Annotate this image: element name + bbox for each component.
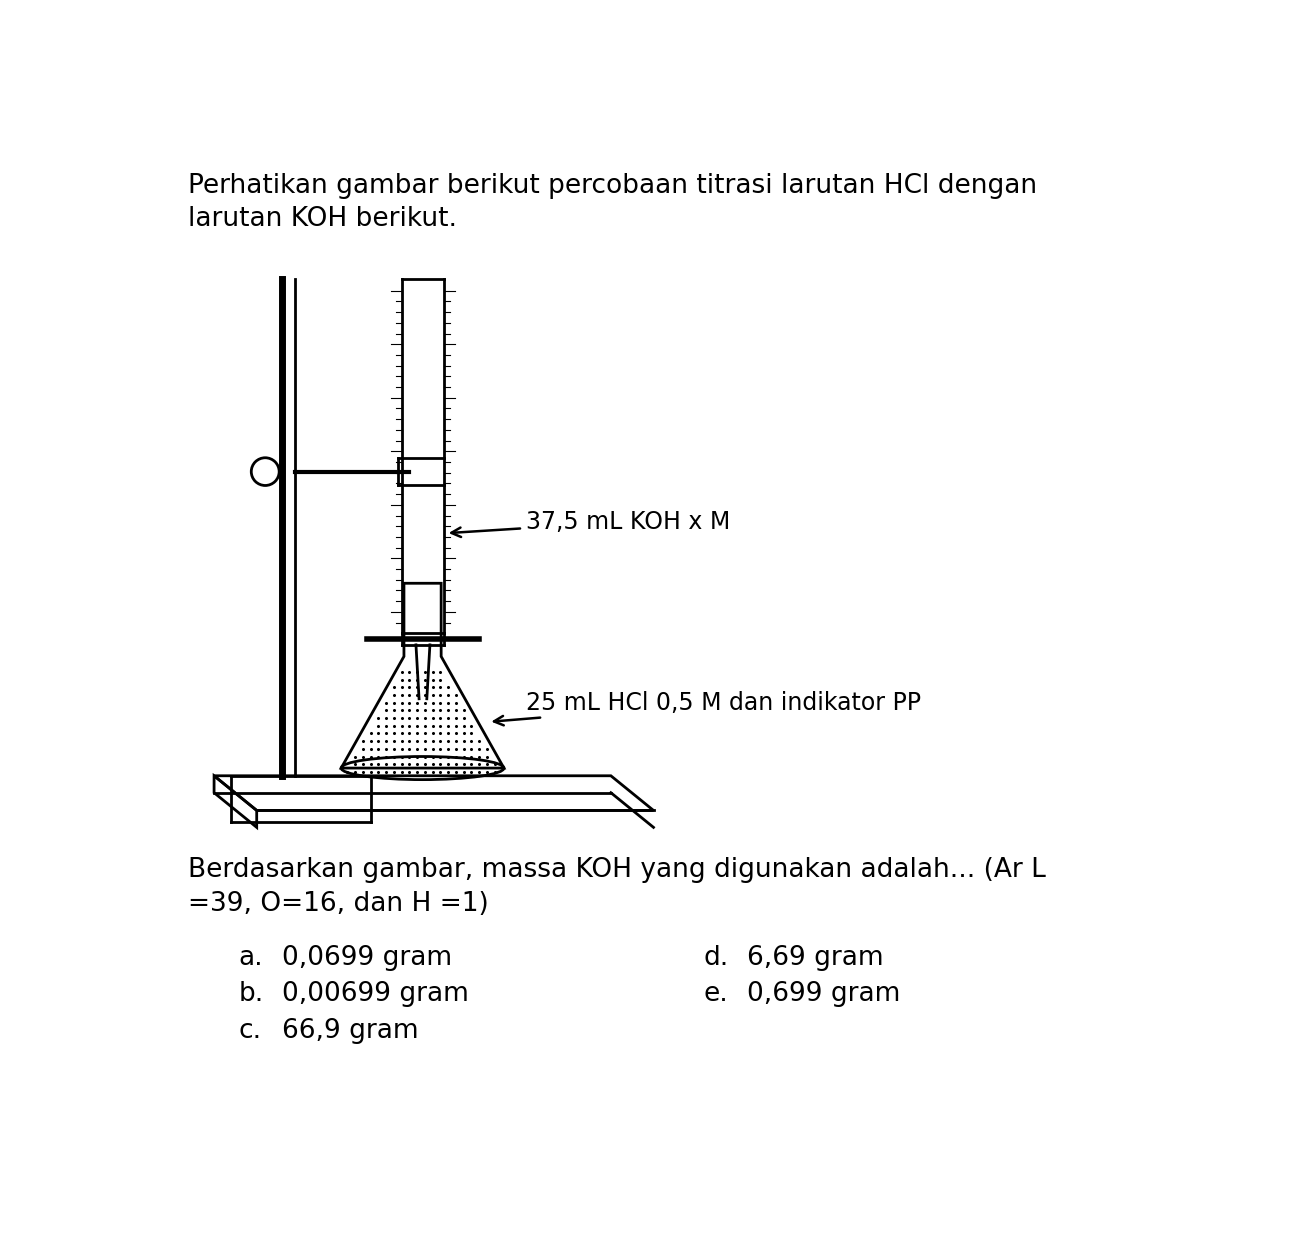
Text: larutan KOH berikut.: larutan KOH berikut. <box>188 206 457 232</box>
Text: 0,0699 gram: 0,0699 gram <box>281 945 452 971</box>
Text: 0,699 gram: 0,699 gram <box>746 981 900 1007</box>
Text: 66,9 gram: 66,9 gram <box>281 1018 418 1045</box>
Text: =39, O=16, dan H =1): =39, O=16, dan H =1) <box>188 891 489 917</box>
Text: c.: c. <box>239 1018 262 1045</box>
Text: d.: d. <box>704 945 729 971</box>
Text: 0,00699 gram: 0,00699 gram <box>281 981 469 1007</box>
Text: Berdasarkan gambar, massa KOH yang digunakan adalah... (Ar L: Berdasarkan gambar, massa KOH yang digun… <box>188 856 1047 882</box>
Text: a.: a. <box>239 945 263 971</box>
Text: Perhatikan gambar berikut percobaan titrasi larutan HCl dengan: Perhatikan gambar berikut percobaan titr… <box>188 173 1038 198</box>
Text: b.: b. <box>239 981 265 1007</box>
Text: 37,5 mL KOH x M: 37,5 mL KOH x M <box>452 509 729 537</box>
Text: 6,69 gram: 6,69 gram <box>746 945 883 971</box>
Text: 25 mL HCl 0,5 M dan indikator PP: 25 mL HCl 0,5 M dan indikator PP <box>494 690 920 725</box>
Text: e.: e. <box>704 981 728 1007</box>
